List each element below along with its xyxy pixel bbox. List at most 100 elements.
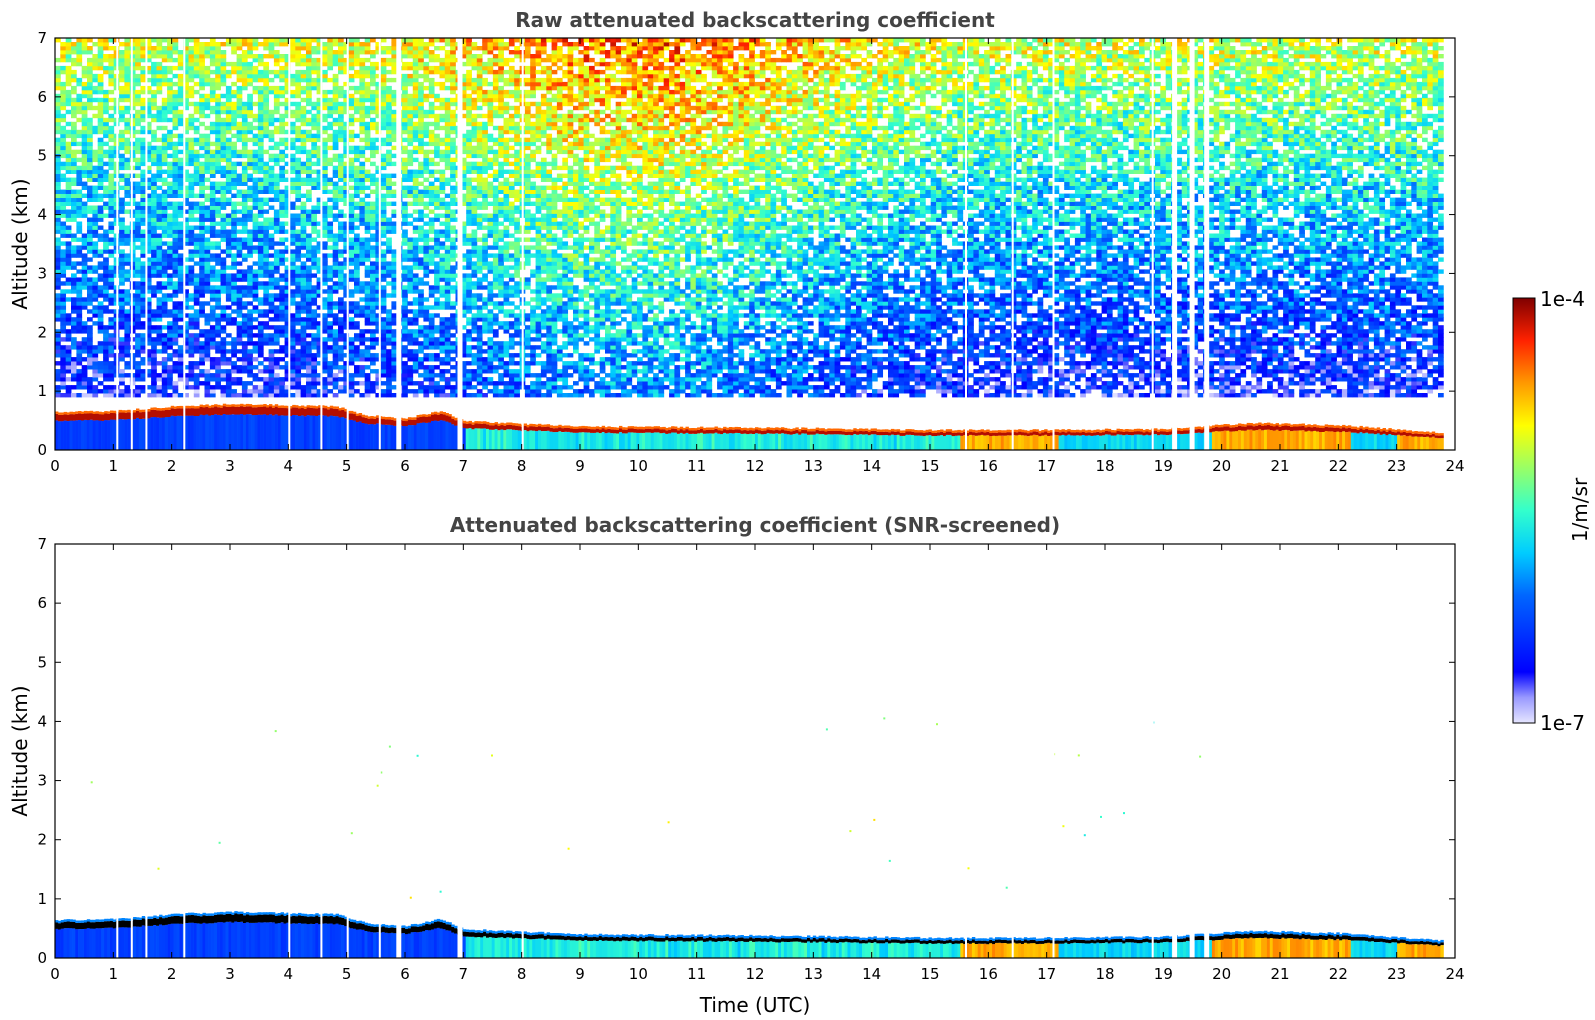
noise-cell [55, 345, 61, 349]
noise-cell [119, 317, 125, 321]
noise-cell [108, 158, 114, 162]
noise-cell [135, 218, 141, 222]
noise-cell [92, 54, 98, 58]
noise-cell [167, 50, 173, 54]
noise-cell [76, 245, 82, 249]
noise-cell [55, 285, 61, 289]
noise-cell [82, 273, 88, 277]
noise-cell [76, 385, 82, 389]
noise-cell [135, 190, 141, 194]
noise-cell [151, 214, 157, 218]
noise-cell [162, 230, 168, 234]
noise-cell [226, 389, 232, 393]
noise-cell [194, 46, 200, 50]
noise-cell [173, 114, 179, 118]
noise-cell [178, 186, 184, 190]
noise-cell [178, 357, 184, 361]
noise-cell [71, 249, 77, 253]
noise-cell [87, 361, 93, 365]
noise-cell [210, 329, 216, 333]
noise-cell [76, 305, 82, 309]
noise-cell [82, 257, 88, 261]
noise-cell [60, 365, 66, 369]
noise-cell [140, 194, 146, 198]
noise-cell [60, 321, 66, 325]
noise-cell [66, 297, 72, 301]
noise-cell [210, 86, 216, 90]
noise-cell [173, 293, 179, 297]
noise-cell [108, 321, 114, 325]
noise-cell [205, 273, 211, 277]
noise-cell [167, 166, 173, 170]
noise-cell [194, 126, 200, 130]
noise-cell [226, 190, 232, 194]
noise-cell [55, 98, 61, 102]
noise-cell [108, 66, 114, 70]
noise-cell [167, 393, 173, 397]
noise-cell [199, 46, 205, 50]
noise-cell [71, 78, 77, 82]
noise-cell [108, 78, 114, 82]
noise-cell [231, 202, 237, 206]
noise-cell [135, 186, 141, 190]
noise-cell [226, 62, 232, 66]
noise-cell [66, 241, 72, 245]
noise-cell [55, 94, 61, 98]
noise-cell [76, 281, 82, 285]
noise-cell [124, 226, 130, 230]
noise-cell [140, 98, 146, 102]
noise-cell [135, 325, 141, 329]
noise-cell [173, 58, 179, 62]
noise-cell [92, 234, 98, 238]
noise-cell [55, 337, 61, 341]
noise-cell [119, 222, 125, 226]
noise-cell [92, 385, 98, 389]
noise-cell [124, 162, 130, 166]
noise-cell [60, 241, 66, 245]
noise-cell [173, 329, 179, 333]
noise-cell [221, 281, 227, 285]
noise-cell [173, 154, 179, 158]
noise-cell [151, 190, 157, 194]
noise-cell [167, 190, 173, 194]
noise-cell [55, 222, 61, 226]
noise-cell [60, 190, 66, 194]
noise-cell [173, 194, 179, 198]
noise-cell [103, 265, 109, 269]
noise-cell [140, 186, 146, 190]
noise-cell [231, 321, 237, 325]
noise-cell [135, 50, 141, 54]
noise-cell [215, 94, 221, 98]
noise-cell [76, 134, 82, 138]
noise-cell [151, 241, 157, 245]
noise-cell [205, 94, 211, 98]
noise-cell [199, 178, 205, 182]
noise-cell [226, 218, 232, 222]
noise-cell [199, 74, 205, 78]
noise-cell [87, 285, 93, 289]
noise-cell [226, 166, 232, 170]
noise-cell [103, 46, 109, 50]
noise-cell [103, 70, 109, 74]
noise-cell [71, 46, 77, 50]
noise-cell [167, 373, 173, 377]
noise-cell [199, 154, 205, 158]
noise-cell [173, 349, 179, 353]
noise-cell [151, 369, 157, 373]
noise-cell [66, 190, 72, 194]
noise-cell [66, 102, 72, 106]
noise-cell [205, 329, 211, 333]
noise-cell [124, 122, 130, 126]
noise-cell [135, 74, 141, 78]
noise-cell [199, 293, 205, 297]
noise-cell [221, 62, 227, 66]
noise-cell [199, 102, 205, 106]
noise-cell [157, 70, 163, 74]
noise-cell [162, 182, 168, 186]
noise-cell [178, 277, 184, 281]
noise-cell [189, 265, 195, 269]
noise-cell [103, 214, 109, 218]
noise-cell [151, 261, 157, 265]
noise-cell [92, 78, 98, 82]
noise-cell [157, 194, 163, 198]
